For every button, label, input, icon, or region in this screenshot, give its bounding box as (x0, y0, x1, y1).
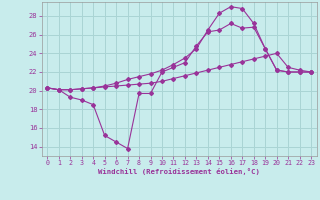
X-axis label: Windchill (Refroidissement éolien,°C): Windchill (Refroidissement éolien,°C) (98, 168, 260, 175)
